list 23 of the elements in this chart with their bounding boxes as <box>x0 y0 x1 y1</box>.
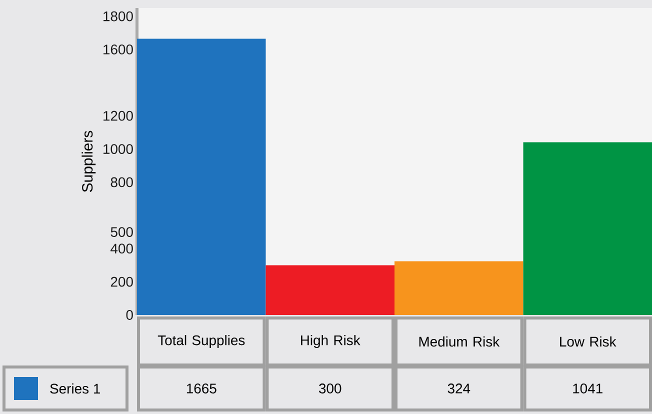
y-tick-label: 200 <box>110 276 133 287</box>
bar <box>523 142 652 315</box>
x-tick-label: Low Risk <box>560 336 616 347</box>
y-tick-label: 0 <box>126 310 133 320</box>
data-label: 300 <box>318 384 342 394</box>
bar <box>266 265 395 315</box>
y-tick-label: 1200 <box>104 110 133 121</box>
y-tick-label: 1000 <box>104 144 133 154</box>
x-tick-label: High Risk <box>301 334 360 348</box>
data-label: 324 <box>448 384 470 394</box>
y-tick-label: 400 <box>110 244 133 254</box>
bar <box>137 38 266 315</box>
bar <box>394 261 524 315</box>
x-tick-label: Total Supplies <box>158 334 245 348</box>
y-tick-label: 1600 <box>104 44 133 54</box>
y-axis-title: Suppliers <box>82 130 96 192</box>
y-tick-label: 800 <box>110 177 133 188</box>
data-label: 1041 <box>573 384 602 394</box>
y-tick-label: 1800 <box>104 11 133 22</box>
data-label: 1665 <box>186 384 216 394</box>
legend-label: Series 1 <box>50 383 100 394</box>
x-tick-label: Medium Risk <box>419 336 500 347</box>
y-tick-label: 500 <box>110 227 133 237</box>
